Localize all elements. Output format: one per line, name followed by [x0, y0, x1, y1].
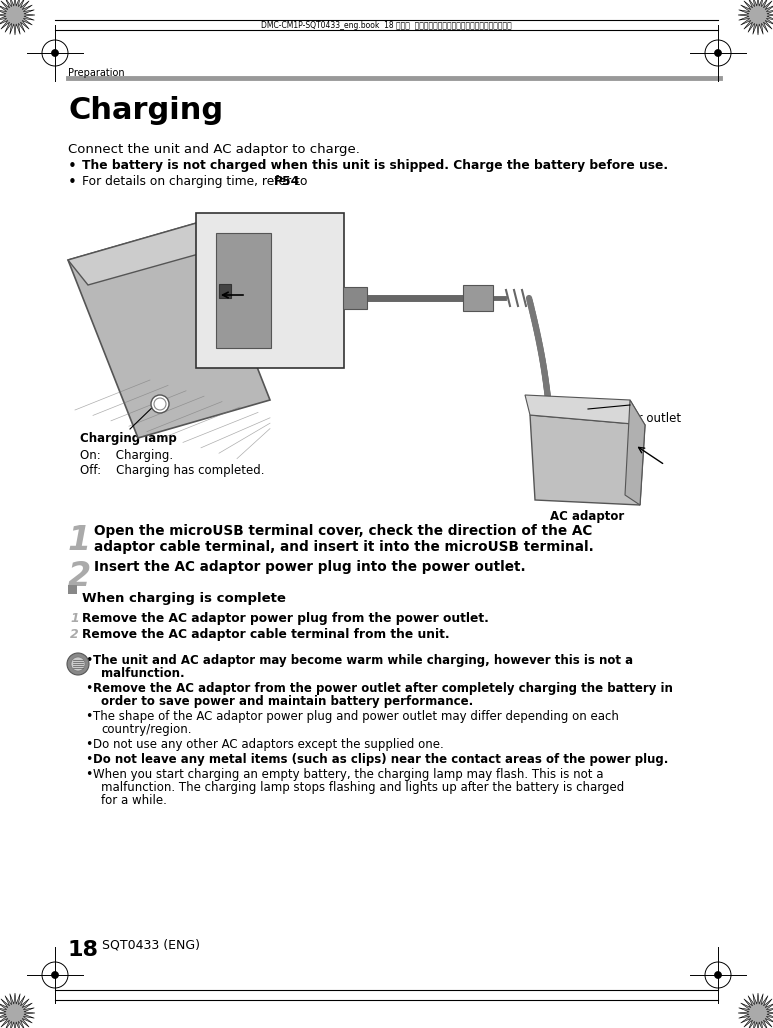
FancyBboxPatch shape — [216, 233, 271, 348]
Text: •: • — [68, 175, 77, 190]
Text: When you start charging an empty battery, the charging lamp may flash. This is n: When you start charging an empty battery… — [93, 768, 604, 781]
Polygon shape — [525, 395, 645, 425]
Polygon shape — [0, 0, 35, 35]
Polygon shape — [530, 415, 645, 505]
Text: malfunction.: malfunction. — [101, 667, 185, 680]
Text: Remove the AC adaptor power plug from the power outlet.: Remove the AC adaptor power plug from th… — [82, 612, 489, 625]
FancyBboxPatch shape — [196, 213, 344, 368]
Text: The battery is not charged when this unit is shipped. Charge the battery before : The battery is not charged when this uni… — [82, 159, 668, 172]
Circle shape — [71, 657, 85, 671]
Text: •: • — [68, 159, 77, 174]
Text: The unit and AC adaptor may become warm while charging, however this is not a: The unit and AC adaptor may become warm … — [93, 654, 633, 667]
Text: •: • — [85, 752, 93, 766]
Text: microUSB terminal: microUSB terminal — [201, 219, 318, 229]
Text: •: • — [85, 682, 93, 695]
Text: •: • — [85, 654, 93, 667]
Polygon shape — [625, 400, 645, 505]
Circle shape — [714, 971, 721, 979]
Text: 1: 1 — [68, 524, 91, 557]
Text: for a while.: for a while. — [101, 794, 167, 807]
Circle shape — [52, 49, 59, 57]
Text: •: • — [85, 768, 93, 781]
Text: Off:    Charging has completed.: Off: Charging has completed. — [80, 464, 264, 477]
Text: 2: 2 — [68, 560, 91, 593]
Text: SQT0433 (ENG): SQT0433 (ENG) — [102, 938, 200, 951]
Text: order to save power and maintain battery performance.: order to save power and maintain battery… — [101, 695, 473, 708]
Text: Preparation: Preparation — [68, 68, 124, 78]
Text: malfunction. The charging lamp stops flashing and lights up after the battery is: malfunction. The charging lamp stops fla… — [101, 781, 625, 794]
Text: DMC-CM1P-SQT0433_eng.book  18 ページ  ２０１５年３月６日　金曜日　午後１時３５分: DMC-CM1P-SQT0433_eng.book 18 ページ ２０１５年３月… — [261, 21, 512, 30]
FancyBboxPatch shape — [343, 287, 367, 309]
Bar — [68, 585, 77, 594]
Text: Open the microUSB terminal cover, check the direction of the AC: Open the microUSB terminal cover, check … — [94, 524, 592, 538]
Text: Do not use any other AC adaptors except the supplied one.: Do not use any other AC adaptors except … — [93, 738, 444, 751]
Circle shape — [714, 49, 721, 57]
Text: AC adaptor: AC adaptor — [550, 510, 624, 523]
Text: Remove the AC adaptor from the power outlet after completely charging the batter: Remove the AC adaptor from the power out… — [93, 682, 673, 695]
Text: adaptor cable terminal, and insert it into the microUSB terminal.: adaptor cable terminal, and insert it in… — [94, 540, 594, 554]
Text: Remove the AC adaptor cable terminal from the unit.: Remove the AC adaptor cable terminal fro… — [82, 628, 450, 641]
Text: Charging lamp: Charging lamp — [80, 432, 177, 445]
Polygon shape — [0, 993, 35, 1028]
Circle shape — [67, 653, 89, 675]
Text: When charging is complete: When charging is complete — [82, 592, 286, 605]
Text: .: . — [297, 175, 301, 188]
Text: 2: 2 — [70, 628, 79, 641]
Polygon shape — [738, 0, 773, 35]
Circle shape — [151, 395, 169, 413]
Text: •: • — [85, 710, 93, 723]
Text: Insert the AC adaptor power plug into the power outlet.: Insert the AC adaptor power plug into th… — [94, 560, 526, 574]
Polygon shape — [68, 222, 270, 438]
Text: Connect the unit and AC adaptor to charge.: Connect the unit and AC adaptor to charg… — [68, 143, 360, 156]
FancyBboxPatch shape — [463, 285, 493, 311]
Text: To power outlet: To power outlet — [590, 412, 681, 425]
Text: The shape of the AC adaptor power plug and power outlet may differ depending on : The shape of the AC adaptor power plug a… — [93, 710, 619, 723]
Text: P54: P54 — [274, 175, 300, 188]
Text: For details on charging time, refer to: For details on charging time, refer to — [82, 175, 312, 188]
Text: On:    Charging.: On: Charging. — [80, 449, 173, 462]
Circle shape — [52, 971, 59, 979]
FancyBboxPatch shape — [219, 284, 231, 298]
Text: Do not leave any metal items (such as clips) near the contact areas of the power: Do not leave any metal items (such as cl… — [93, 752, 669, 766]
Text: •: • — [85, 738, 93, 751]
Text: 18: 18 — [68, 940, 99, 960]
Polygon shape — [68, 222, 220, 285]
Text: country/region.: country/region. — [101, 723, 192, 736]
Text: Charging: Charging — [68, 96, 223, 125]
Polygon shape — [738, 993, 773, 1028]
Text: 1: 1 — [70, 612, 79, 625]
